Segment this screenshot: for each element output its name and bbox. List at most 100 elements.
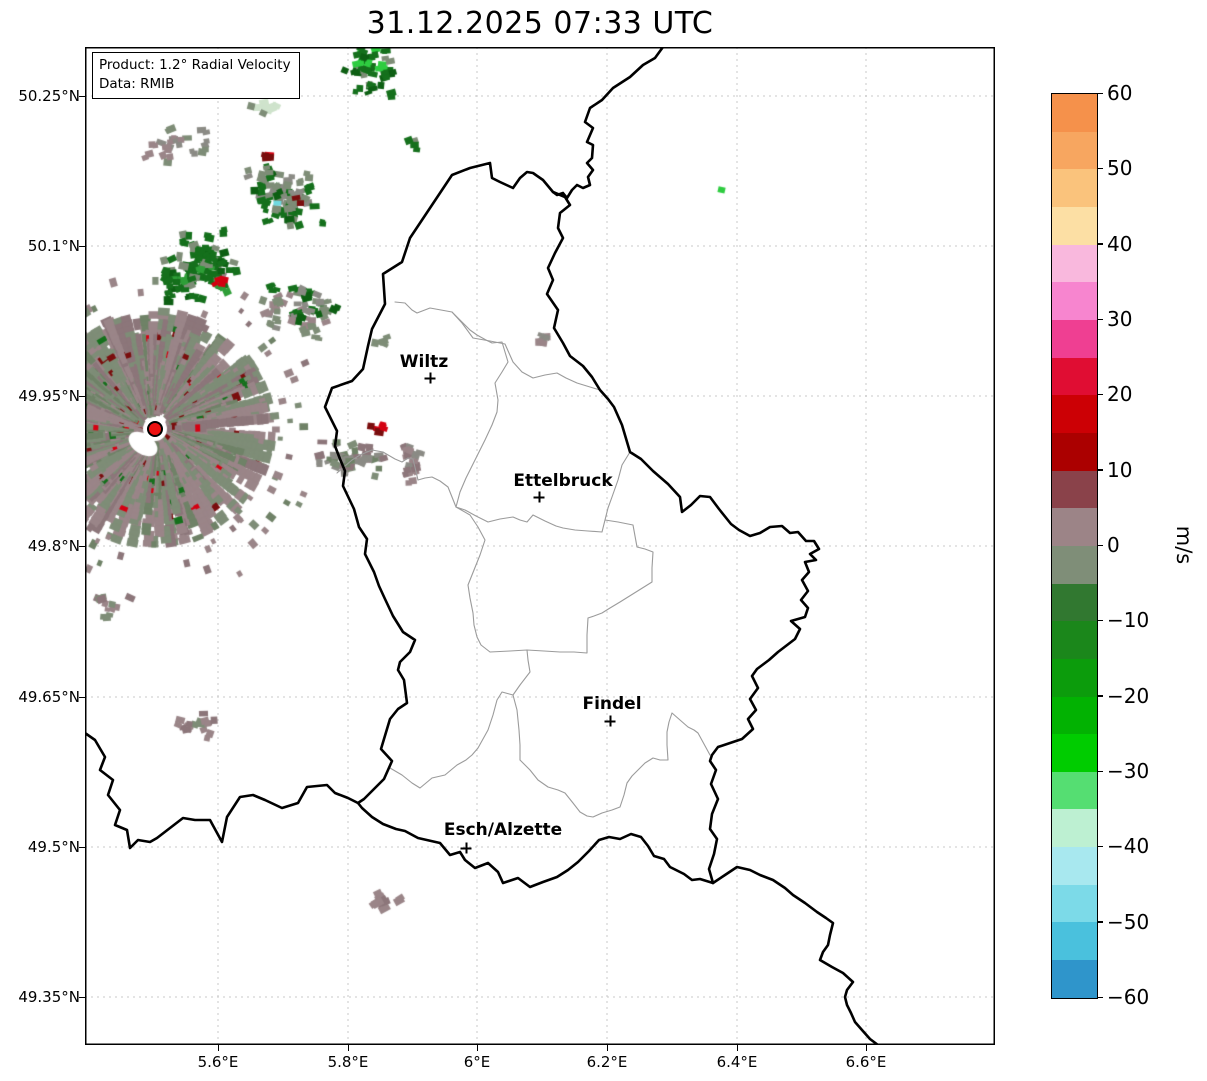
country-border — [85, 731, 360, 850]
colorbar-band — [1052, 508, 1097, 546]
colorbar-band — [1052, 432, 1097, 471]
colorbar-band — [1052, 658, 1097, 697]
colorbar-band — [1052, 621, 1097, 659]
map-plot: Product: 1.2° Radial Velocity Data: RMIB… — [85, 47, 995, 1045]
colorbar-tick-label: −60 — [1107, 985, 1150, 1009]
product-info-box: Product: 1.2° Radial Velocity Data: RMIB — [92, 52, 300, 99]
colorbar-band — [1052, 131, 1097, 170]
x-tick-label: 6.4°E — [716, 1053, 758, 1071]
colorbar-tick-label: 10 — [1107, 457, 1133, 482]
colorbar-tick-label: −10 — [1107, 608, 1150, 633]
city-label: Ettelbruck — [513, 471, 613, 491]
colorbar-tick-mark — [1097, 544, 1103, 546]
y-tick-label: 49.8°N — [27, 537, 80, 555]
x-tick-mark — [476, 1045, 478, 1051]
colorbar-band — [1052, 809, 1097, 848]
x-tick-label: 6.6°E — [845, 1053, 887, 1071]
district-border — [336, 449, 457, 508]
page-title: 31.12.2025 07:33 UTC — [366, 6, 714, 41]
colorbar-band — [1052, 545, 1097, 584]
colorbar-tick-mark — [1097, 845, 1103, 848]
colorbar-band — [1052, 395, 1097, 433]
x-tick-mark — [606, 1045, 608, 1051]
radar-site-marker — [147, 421, 163, 437]
colorbar-tick-label: 50 — [1107, 156, 1133, 181]
colorbar-tick-mark — [1097, 996, 1103, 998]
country-border — [711, 865, 880, 1045]
city-labels-layer: Wiltz Ettelbruck Findel Esch/Alzette — [85, 47, 995, 1045]
city-label: Wiltz — [399, 352, 449, 372]
district-border — [455, 506, 654, 654]
colorbar-tick-mark — [1097, 243, 1103, 245]
country-border — [323, 161, 821, 889]
colorbar-tick-mark — [1097, 770, 1103, 772]
colorbar-tick-label: 40 — [1107, 231, 1133, 256]
colorbar-unit-text: m/s — [1172, 525, 1196, 565]
colorbar-band — [1052, 771, 1097, 810]
colorbar-tick-mark — [1097, 619, 1103, 622]
colorbar-band — [1052, 922, 1097, 961]
colorbar-band — [1052, 357, 1097, 396]
colorbar-tick-mark — [1097, 921, 1103, 923]
district-border — [512, 649, 531, 696]
district-border — [394, 301, 601, 391]
colorbar-band — [1052, 244, 1097, 283]
x-tick-label: 6.2°E — [586, 1053, 628, 1071]
x-tick-label: 5.6°E — [197, 1053, 239, 1071]
x-tick-mark — [865, 1045, 867, 1051]
y-tick-label: 49.35°N — [18, 988, 80, 1006]
city-marker — [424, 372, 436, 384]
y-tick-label: 49.5°N — [27, 838, 80, 856]
map-borders-layer — [85, 47, 995, 1045]
district-border — [519, 712, 711, 818]
colorbar-tick-mark — [1097, 695, 1103, 697]
colorbar-band — [1052, 169, 1097, 207]
colorbar-band — [1052, 583, 1097, 622]
colorbar-tick-mark — [1097, 167, 1103, 170]
plot-frame — [85, 47, 995, 1045]
district-border — [389, 691, 521, 789]
city-marker — [533, 491, 545, 503]
y-tick-mark — [79, 545, 85, 547]
colorbar-tick-label: 0 — [1107, 533, 1120, 557]
colorbar — [1051, 93, 1098, 999]
data-source-line: Data: RMIB — [99, 75, 175, 92]
colorbar-band — [1052, 960, 1097, 998]
colorbar-band — [1052, 847, 1097, 885]
x-tick-mark — [347, 1045, 349, 1051]
x-tick-mark — [736, 1045, 738, 1051]
colorbar-tick-label: 20 — [1107, 382, 1133, 407]
colorbar-tick-label: 60 — [1107, 81, 1133, 105]
y-tick-mark — [79, 696, 85, 698]
colorbar-tick-mark — [1097, 92, 1103, 94]
y-tick-mark — [79, 996, 85, 998]
colorbar-tick-mark — [1097, 469, 1103, 471]
y-tick-mark — [79, 846, 85, 848]
city-label: Findel — [582, 694, 642, 714]
colorbar-band — [1052, 319, 1097, 358]
x-tick-mark — [217, 1045, 219, 1051]
colorbar-band — [1052, 282, 1097, 320]
y-tick-label: 50.1°N — [27, 237, 80, 255]
colorbar-tick-label: −50 — [1107, 909, 1150, 934]
colorbar-tick-mark — [1097, 393, 1103, 396]
y-tick-label: 49.65°N — [18, 688, 80, 706]
colorbar-tick-label: 30 — [1107, 307, 1133, 331]
colorbar-band — [1052, 884, 1097, 923]
colorbar-band — [1052, 734, 1097, 772]
colorbar-tick-label: −30 — [1107, 759, 1150, 783]
y-tick-mark — [79, 395, 85, 397]
y-tick-label: 49.95°N — [18, 387, 80, 405]
y-tick-mark — [79, 245, 85, 247]
city-marker — [460, 842, 472, 854]
x-tick-label: 6°E — [463, 1053, 491, 1071]
y-tick-mark — [79, 95, 85, 97]
city-label: Esch/Alzette — [443, 820, 563, 840]
colorbar-band — [1052, 696, 1097, 735]
city-marker — [604, 715, 616, 727]
colorbar-tick-label: −20 — [1107, 683, 1150, 708]
colorbar-band — [1052, 206, 1097, 245]
x-tick-label: 5.8°E — [327, 1053, 369, 1071]
district-border — [451, 311, 509, 508]
